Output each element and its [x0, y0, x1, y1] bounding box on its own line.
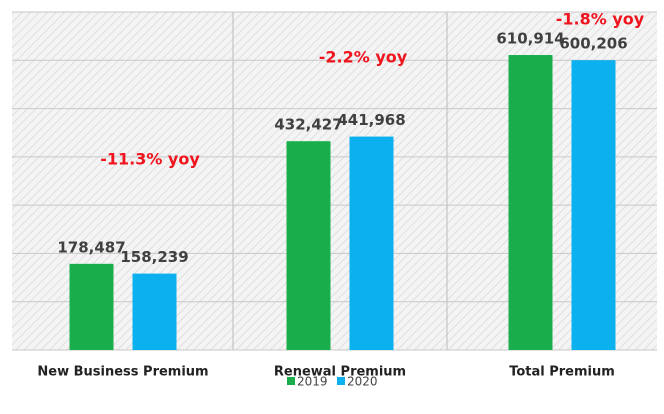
data-label: 441,968 [337, 111, 405, 129]
bar [69, 263, 114, 350]
data-label: 610,914 [496, 30, 564, 48]
data-label: 432,427 [274, 116, 342, 134]
x-tick-label: New Business Premium [37, 365, 208, 380]
annotation: -11.3% yoy [100, 150, 200, 169]
data-label: 178,487 [57, 238, 125, 256]
legend-label: 2019 [297, 375, 328, 389]
data-label: 600,206 [559, 35, 627, 53]
x-tick-label: Total Premium [509, 365, 615, 380]
bar [286, 141, 331, 350]
bar [349, 136, 394, 350]
bar [571, 60, 616, 350]
x-tick-label: Renewal Premium [274, 365, 406, 380]
bar [508, 55, 553, 351]
annotation: -1.8% yoy [556, 10, 645, 29]
annotation: -2.2% yoy [319, 48, 408, 67]
bar [132, 273, 177, 350]
legend-label: 2020 [347, 375, 378, 389]
legend-swatch [287, 377, 295, 385]
legend-swatch [337, 377, 345, 385]
data-label: 158,239 [120, 248, 188, 266]
